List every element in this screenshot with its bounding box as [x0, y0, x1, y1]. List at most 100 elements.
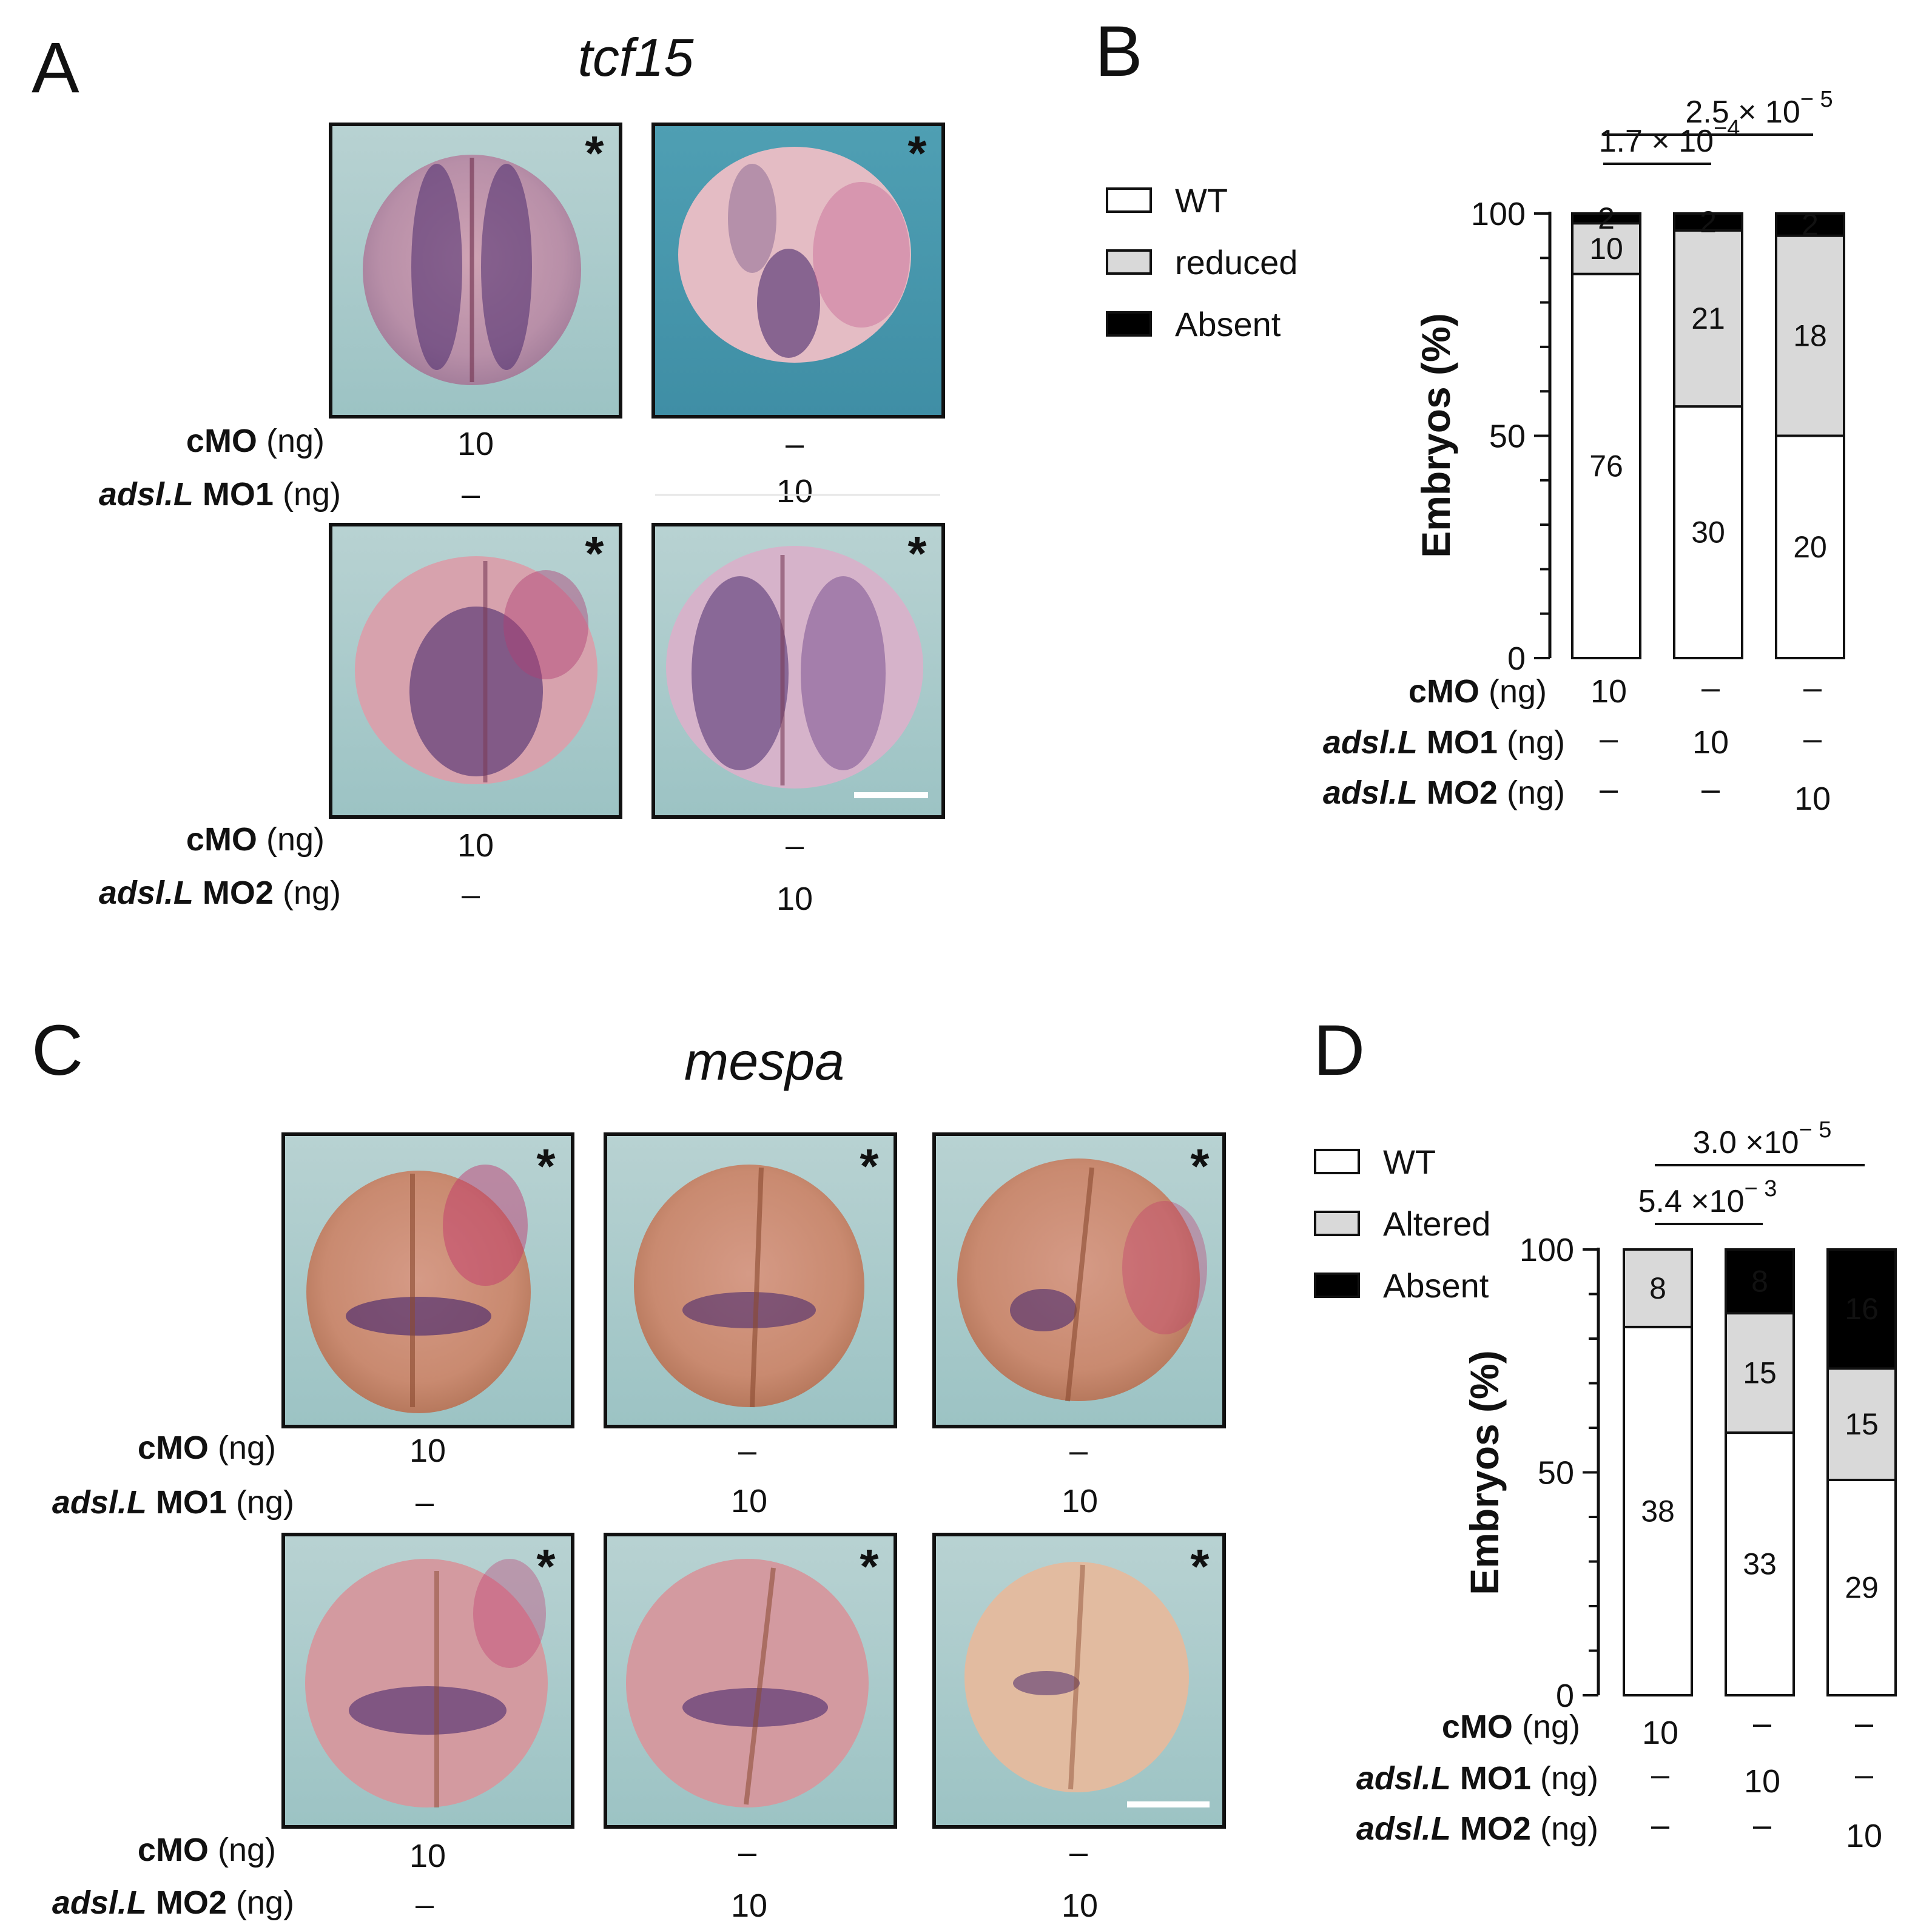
condition-label-cmo: cMO (ng): [1442, 1709, 1580, 1745]
photo-a-top-right: *: [651, 123, 945, 419]
legend-swatch-altered: [1314, 1211, 1360, 1236]
condition-value: –: [1855, 1705, 1873, 1741]
y-axis-label: Embryos (%): [1462, 1350, 1507, 1595]
legend-swatch-absent: [1314, 1273, 1360, 1298]
cmo-name: cMO: [186, 821, 257, 858]
condition-value: –: [1651, 1757, 1669, 1793]
p-value-label: 2.5 × 10− 5: [1685, 87, 1833, 130]
cmo-unit: (ng): [218, 1430, 276, 1466]
condition-value: –: [1855, 1757, 1873, 1793]
bar-segment-altered: [1725, 1312, 1795, 1434]
bar-segment-altered: [1826, 1367, 1897, 1481]
gene-title-mespa: mespa: [684, 1031, 844, 1091]
value: 10: [776, 881, 813, 917]
value: 10: [1062, 1483, 1098, 1519]
bar-count-label: 20: [1793, 530, 1827, 564]
photo-marker: *: [585, 126, 604, 180]
p-value-label: 1.7 × 10−4: [1599, 116, 1740, 159]
legend-label-absent: Absent: [1175, 305, 1281, 343]
value: 10: [457, 426, 494, 462]
condition-value: 10: [1692, 724, 1729, 761]
gene-name: adsl.L: [99, 875, 194, 911]
bar-count-label: 18: [1793, 319, 1827, 353]
condition-label-mo2: adsl.L MO2 (ng): [52, 1885, 294, 1921]
bar-count-label: 16: [1845, 1292, 1879, 1326]
legend-label-wt: WT: [1175, 181, 1228, 220]
condition-value: 10: [1642, 1715, 1678, 1751]
p-value-label: 3.0 ×10− 5: [1693, 1117, 1832, 1160]
gene-name: adsl.L: [52, 1484, 147, 1521]
bar-count-label: 30: [1691, 516, 1725, 550]
svg-text:adsl.L MO1 (ng): adsl.L MO1 (ng): [52, 1484, 294, 1521]
legend-label-wt: WT: [1383, 1143, 1436, 1181]
photo-c-top-2: *: [604, 1132, 897, 1428]
bar-count-label: 2: [1700, 205, 1717, 239]
cmo-unit: (ng): [266, 821, 325, 858]
condition-value: –: [1803, 670, 1822, 706]
bar-segment-absent: [1673, 212, 1743, 232]
photo-marker: *: [536, 1139, 556, 1193]
cmo-unit: (ng): [218, 1832, 276, 1868]
bar-count-label: 29: [1845, 1570, 1879, 1604]
y-axis-label: Embryos (%): [1413, 313, 1458, 557]
photo-c-top-3: *: [932, 1132, 1226, 1428]
svg-text:adsl.L MO2 (ng): adsl.L MO2 (ng): [52, 1885, 294, 1921]
cmo-name: cMO: [186, 423, 257, 459]
photo-a-top-left: *: [329, 123, 622, 419]
condition-label-cmo: cMO (ng): [138, 1430, 276, 1466]
panel-label-a: A: [32, 28, 79, 108]
bar-count-label: 38: [1641, 1494, 1675, 1528]
photo-marker: *: [1190, 1139, 1210, 1193]
bar-segment-absent: [1775, 212, 1845, 237]
legend-label-reduced: reduced: [1175, 243, 1298, 281]
legend-swatch-wt: [1106, 187, 1152, 213]
bar-count-label: 10: [1589, 232, 1623, 266]
y-tick-label: 100: [1520, 1232, 1574, 1268]
value: –: [462, 876, 480, 913]
embryo: [306, 1171, 531, 1413]
legend-swatch-reduced: [1106, 249, 1152, 275]
photo-marker: *: [1190, 1539, 1210, 1593]
photo-c-bottom-3: *: [932, 1533, 1226, 1829]
value: –: [416, 1886, 434, 1923]
svg-text:cMO (ng): cMO (ng): [186, 821, 325, 858]
condition-label-cmo: cMO (ng): [186, 423, 325, 459]
gene-name: adsl.L: [52, 1885, 147, 1921]
value: 10: [731, 1888, 767, 1924]
scale-bar: [1127, 1801, 1210, 1807]
bar-count-label: 2: [1802, 207, 1819, 241]
bar-segment-wt: [1673, 405, 1743, 659]
y-tick-label: 50: [1538, 1455, 1574, 1491]
value: 10: [409, 1433, 446, 1469]
bar-segment-absent: [1725, 1248, 1795, 1315]
mo-unit: (ng): [236, 1885, 294, 1921]
condition-label-mo2: adsl.L MO2 (ng): [99, 875, 341, 911]
condition-label-mo1: adsl.L MO1 (ng): [1323, 724, 1565, 761]
value: –: [738, 1433, 756, 1469]
embryo: [305, 1559, 548, 1807]
bar-segment-wt: [1623, 1325, 1693, 1696]
photo-c-bottom-2: *: [604, 1533, 897, 1829]
mo-unit: (ng): [283, 476, 341, 513]
bar-segment-wt: [1571, 272, 1641, 659]
condition-value: 10: [1744, 1763, 1780, 1800]
svg-text:cMO (ng): cMO (ng): [186, 423, 325, 459]
cmo-name: cMO: [138, 1832, 209, 1868]
bar-count-label: 21: [1691, 301, 1725, 335]
photo-marker: *: [860, 1539, 879, 1593]
photo-marker: *: [907, 126, 927, 180]
bar-count-label: 76: [1589, 449, 1623, 483]
condition-value: –: [1600, 721, 1618, 757]
value: –: [738, 1834, 756, 1871]
value: 10: [731, 1483, 767, 1519]
value: –: [1069, 1433, 1088, 1469]
embryo: [634, 1165, 864, 1407]
legend-label-absent: Absent: [1383, 1266, 1489, 1305]
cmo-unit: (ng): [266, 423, 325, 459]
bar-count-label: 15: [1743, 1356, 1777, 1390]
gene-title-tcf15: tcf15: [578, 27, 695, 87]
condition-value: –: [1600, 771, 1618, 807]
value: –: [416, 1484, 434, 1521]
